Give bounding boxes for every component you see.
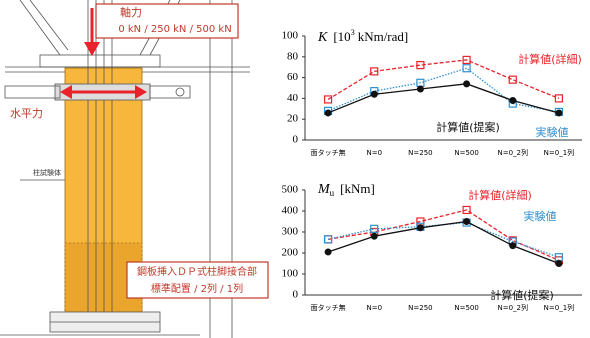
joint-label: 鋼板挿入ＤＰ式柱脚接合部: [137, 265, 257, 278]
x-tick-label: N=0_1列: [544, 303, 575, 312]
y-tick-label: 400: [282, 205, 299, 217]
series-label: 実験値: [536, 125, 569, 139]
y-tick-label: 500: [282, 184, 299, 196]
point: [325, 109, 332, 116]
title-part: K: [317, 30, 328, 45]
y-tick-label: 40: [287, 92, 299, 104]
x-tick-label: N=0: [366, 149, 382, 157]
series-label: 計算値(詳細): [518, 52, 582, 66]
series-line: [328, 222, 559, 264]
lateral-label: 水平力: [10, 107, 43, 120]
x-tick-label: N=0_2列: [497, 303, 528, 312]
y-tick-label: 0: [293, 289, 299, 301]
series-line: [328, 84, 559, 113]
chart-title: Mu[kNm]: [317, 181, 375, 198]
y-tick-label: 80: [287, 50, 299, 62]
x-tick-label: N=250: [408, 304, 432, 312]
column-label: 柱試験体: [33, 168, 61, 177]
y-tick-label: 100: [282, 268, 299, 280]
title-part: [kNm]: [340, 181, 375, 196]
point: [325, 248, 332, 255]
point: [555, 260, 562, 267]
title-part: u: [330, 188, 335, 198]
series-label: 計算値(提案): [436, 120, 500, 134]
figure: 軸力 0 kN / 250 kN / 500 kN 水平力 柱試験体 鋼板挿入Ｄ…: [0, 0, 590, 338]
title-part: [10: [333, 29, 350, 44]
x-tick-label: N=500: [454, 304, 478, 312]
x-tick-label: N=0_2列: [497, 148, 528, 157]
point: [463, 80, 470, 87]
x-tick-label: N=250: [408, 149, 432, 157]
y-tick-label: 300: [282, 226, 299, 238]
axial-label: 軸力: [120, 5, 142, 19]
point: [371, 91, 378, 98]
series-label: 計算値(提案): [490, 288, 554, 302]
point: [509, 76, 516, 83]
x-tick-label: N=0: [366, 304, 382, 312]
x-tick-label: N=500: [454, 149, 478, 157]
point: [509, 242, 516, 249]
y-tick-label: 60: [287, 71, 299, 83]
y-tick-label: 200: [282, 247, 299, 259]
series-line: [328, 68, 559, 112]
series-label: 実験値: [524, 209, 557, 223]
point: [463, 65, 470, 72]
point: [555, 109, 562, 116]
x-tick-label: 面タッチ無: [311, 148, 346, 157]
title-part: 3: [351, 28, 355, 37]
point: [417, 86, 424, 93]
axial-values: 0 kN / 250 kN / 500 kN: [118, 24, 231, 35]
y-tick-label: 20: [287, 113, 299, 125]
joint-config: 標準配置 / 2列 / 1列: [151, 282, 243, 295]
series-label: 計算値(詳細): [468, 188, 532, 202]
point: [371, 233, 378, 240]
title-part: kNm/rad]: [358, 29, 409, 44]
point: [463, 218, 470, 225]
x-tick-label: 面タッチ無: [311, 303, 346, 312]
point: [417, 224, 424, 231]
y-tick-label: 100: [282, 30, 299, 42]
point: [509, 97, 516, 104]
y-tick-label: 0: [293, 134, 299, 146]
x-tick-label: N=0_1列: [544, 148, 575, 157]
